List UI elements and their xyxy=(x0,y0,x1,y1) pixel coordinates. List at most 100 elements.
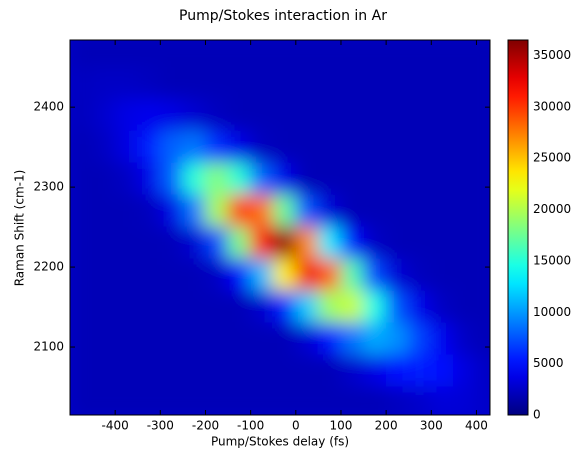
heatmap-cell xyxy=(250,226,274,260)
x-axis-label: Pump/Stokes delay (fs) xyxy=(211,435,349,449)
heatmap-cell xyxy=(363,290,387,324)
heatmap-cell xyxy=(475,194,490,228)
heatmap-cell xyxy=(182,66,206,100)
heatmap-cell xyxy=(408,258,432,292)
heatmap-cell xyxy=(159,386,184,415)
heatmap-cell xyxy=(295,354,319,388)
heatmap-cell xyxy=(430,194,455,228)
heatmap-cell xyxy=(137,98,161,132)
heatmap-cell xyxy=(114,66,139,100)
heatmap-cell xyxy=(385,130,410,164)
heatmap-cell xyxy=(250,98,274,132)
heatmap-cell xyxy=(408,130,432,164)
heatmap-cell xyxy=(114,354,139,388)
y-tick-label: 2100 xyxy=(33,340,64,354)
heatmap-cell xyxy=(340,386,365,415)
heatmap-cell xyxy=(408,66,432,100)
heatmap-cell xyxy=(227,162,252,196)
heatmap-cell xyxy=(317,40,342,68)
heatmap-cell xyxy=(70,386,94,415)
heatmap-cell xyxy=(340,226,365,260)
y-axis-label: Raman Shift (cm-1) xyxy=(13,170,27,287)
heatmap-cell xyxy=(408,226,432,260)
heatmap-cell xyxy=(114,162,139,196)
heatmap-cell xyxy=(114,290,139,324)
heatmap-cell xyxy=(227,194,252,228)
heatmap-cell xyxy=(340,98,365,132)
heatmap-cell xyxy=(204,40,229,68)
heatmap-cell xyxy=(475,354,490,388)
heatmap-cell xyxy=(114,226,139,260)
heatmap-cell xyxy=(92,98,116,132)
colorbar-tick-label: 35000 xyxy=(533,48,571,62)
heatmap-cell xyxy=(317,290,342,324)
heatmap-cell xyxy=(430,40,455,68)
heatmap-cell xyxy=(250,354,274,388)
heatmap-cell xyxy=(475,322,490,356)
heatmap-cell xyxy=(159,130,184,164)
heatmap-cell xyxy=(70,290,94,324)
heatmap-cell xyxy=(317,226,342,260)
heatmap-cell xyxy=(204,290,229,324)
heatmap-cell xyxy=(295,98,319,132)
heatmap-cell xyxy=(204,194,229,228)
heatmap-cell xyxy=(475,98,490,132)
heatmap-cell xyxy=(159,66,184,100)
heatmap-cell xyxy=(272,130,297,164)
heatmap-cell xyxy=(204,354,229,388)
heatmap-cell xyxy=(204,226,229,260)
heatmap-cell xyxy=(250,66,274,100)
heatmap xyxy=(70,40,490,415)
heatmap-cell xyxy=(430,354,455,388)
heatmap-cell xyxy=(295,322,319,356)
heatmap-cell xyxy=(363,130,387,164)
x-tick-label: 400 xyxy=(465,419,488,433)
heatmap-cell xyxy=(363,40,387,68)
y-tick-label: 2400 xyxy=(33,100,64,114)
heatmap-cell xyxy=(204,258,229,292)
heatmap-cell xyxy=(114,322,139,356)
heatmap-cell xyxy=(430,98,455,132)
x-tick-label: 0 xyxy=(292,419,300,433)
heatmap-cell xyxy=(475,66,490,100)
heatmap-cell xyxy=(92,226,116,260)
heatmap-cell xyxy=(114,40,139,68)
heatmap-cell xyxy=(430,386,455,415)
heatmap-cell xyxy=(385,194,410,228)
colorbar-tick-label: 20000 xyxy=(533,202,571,216)
heatmap-cell xyxy=(453,354,477,388)
heatmap-cell xyxy=(182,258,206,292)
heatmap-cell xyxy=(317,354,342,388)
heatmap-cell xyxy=(70,226,94,260)
heatmap-cell xyxy=(182,290,206,324)
heatmap-cell xyxy=(92,258,116,292)
heatmap-cell xyxy=(453,194,477,228)
heatmap-cell xyxy=(317,386,342,415)
heatmap-cell xyxy=(317,258,342,292)
heatmap-cell xyxy=(182,130,206,164)
heatmap-cell xyxy=(114,130,139,164)
heatmap-cell xyxy=(430,162,455,196)
heatmap-cell xyxy=(430,130,455,164)
heatmap-cell xyxy=(159,40,184,68)
heatmap-cell xyxy=(385,322,410,356)
heatmap-cell xyxy=(385,258,410,292)
heatmap-cell xyxy=(385,162,410,196)
heatmap-cell xyxy=(204,130,229,164)
heatmap-cell xyxy=(340,194,365,228)
x-tick-label: 300 xyxy=(420,419,443,433)
heatmap-cell xyxy=(340,258,365,292)
heatmap-cell xyxy=(92,66,116,100)
heatmap-cell xyxy=(317,322,342,356)
heatmap-cell xyxy=(408,40,432,68)
heatmap-cell xyxy=(272,66,297,100)
heatmap-cell xyxy=(453,226,477,260)
heatmap-cell xyxy=(408,162,432,196)
heatmap-cell xyxy=(159,354,184,388)
heatmap-cell xyxy=(182,354,206,388)
plot-area xyxy=(70,40,490,415)
heatmap-cell xyxy=(70,322,94,356)
plot-frame xyxy=(69,39,491,416)
heatmap-cell xyxy=(250,322,274,356)
